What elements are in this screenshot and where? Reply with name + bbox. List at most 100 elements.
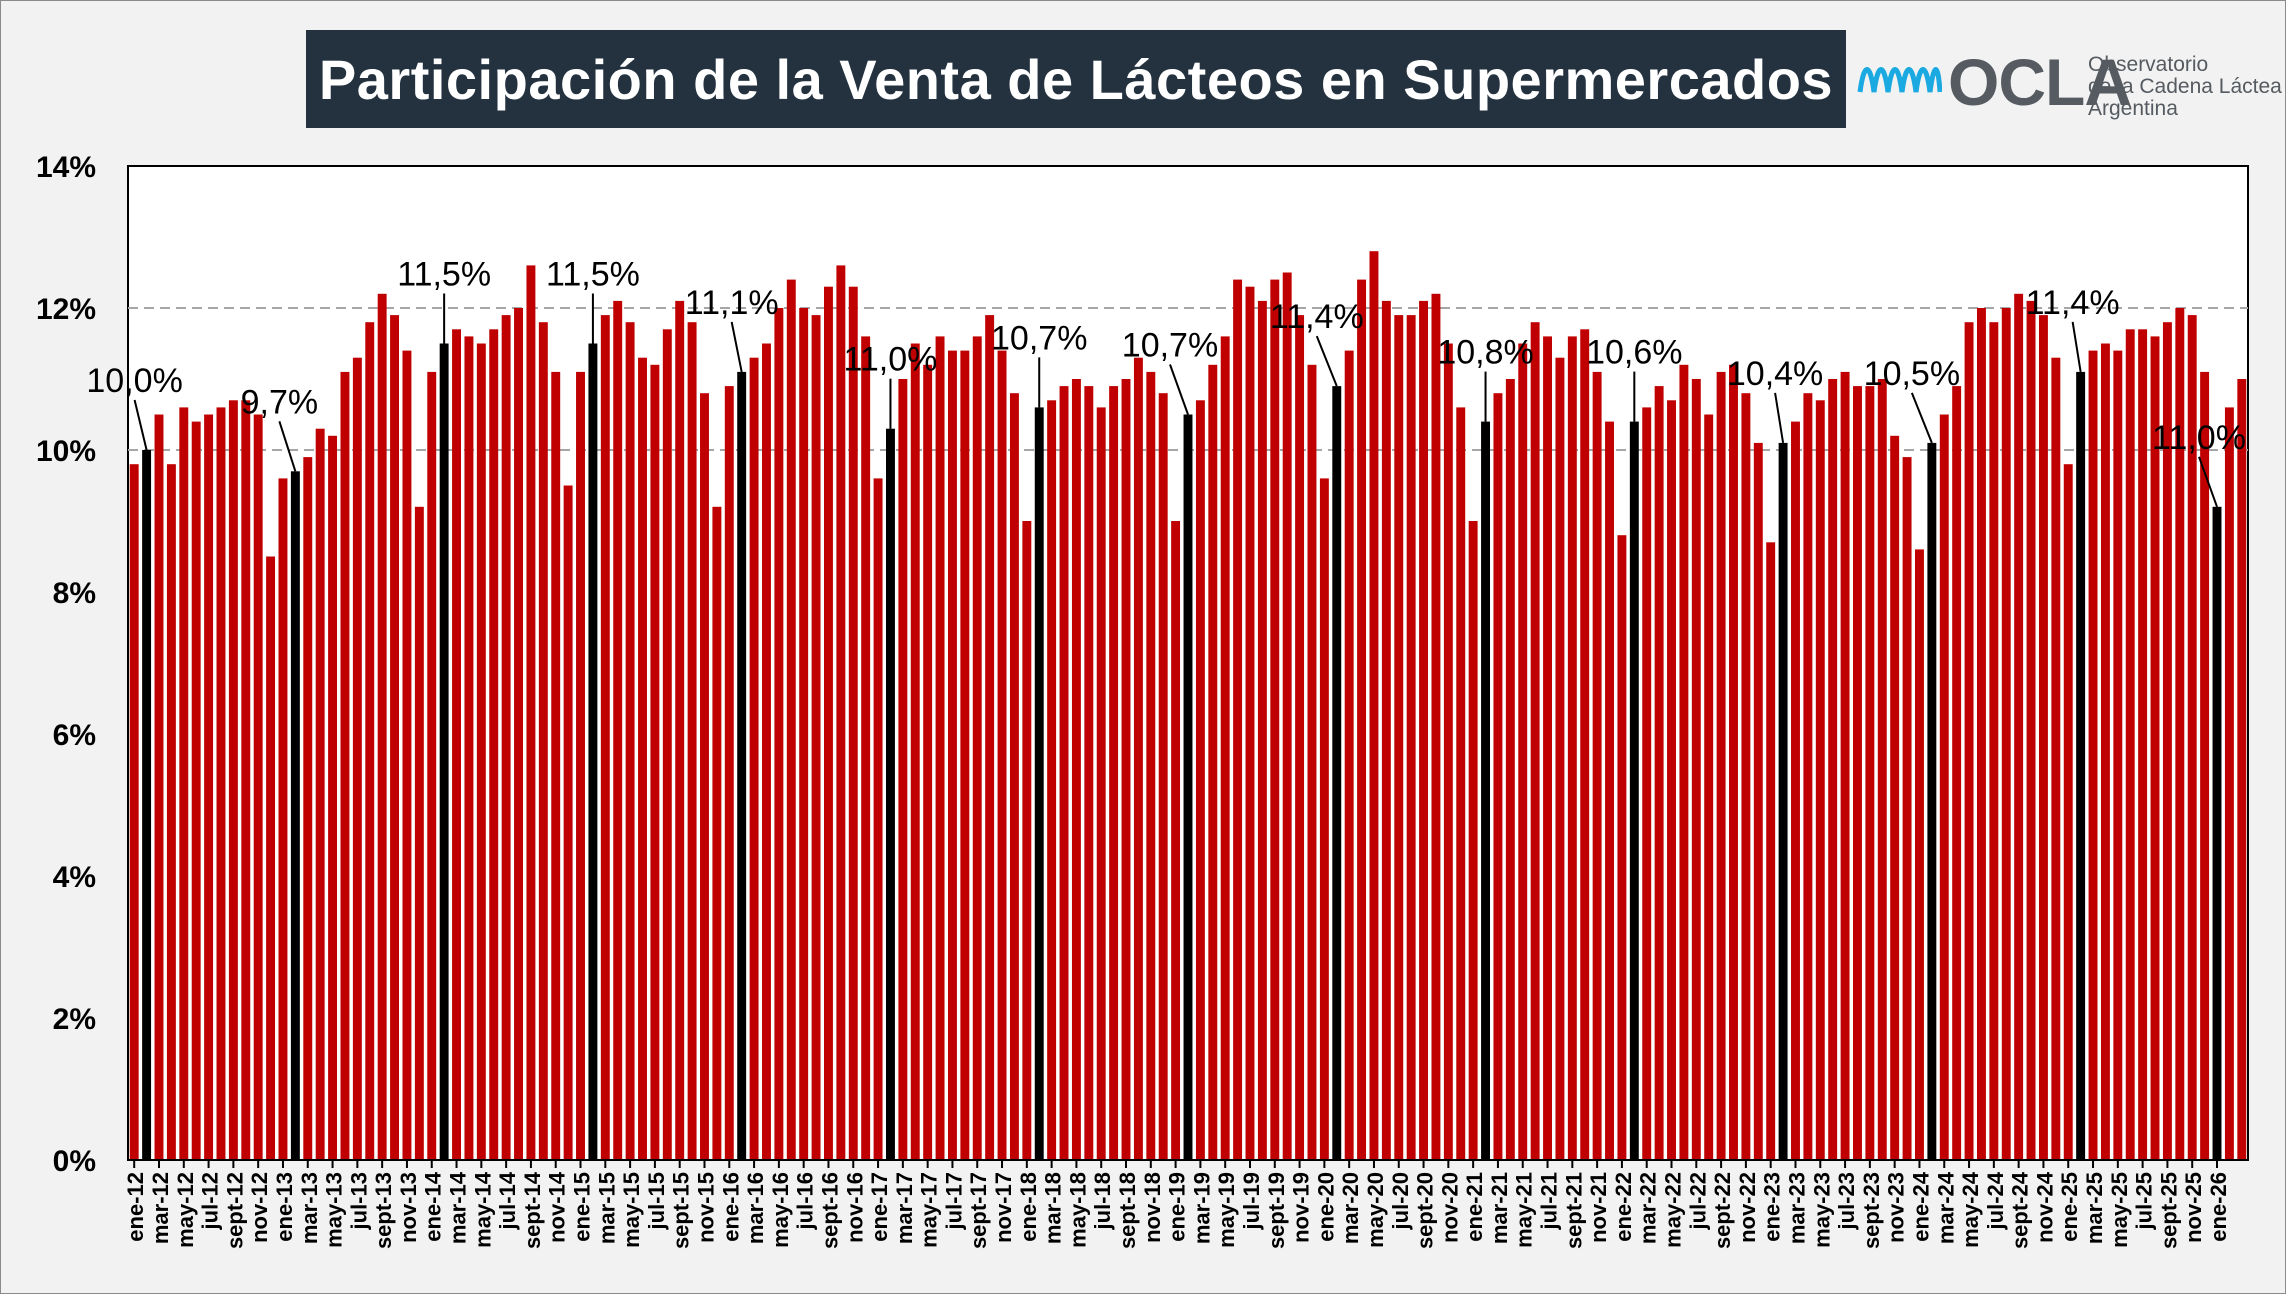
bar bbox=[1047, 400, 1057, 1160]
y-tick-label: 10% bbox=[36, 435, 96, 468]
x-tick-label: sept-19 bbox=[1264, 1172, 1289, 1249]
bar bbox=[1976, 308, 1986, 1160]
bar bbox=[365, 322, 375, 1160]
bar bbox=[638, 357, 647, 1160]
x-tick-label: mar-20 bbox=[1338, 1172, 1363, 1244]
bar bbox=[2150, 336, 2160, 1160]
bar bbox=[352, 357, 362, 1160]
bar bbox=[1468, 521, 1478, 1160]
x-tick-label: sept-14 bbox=[520, 1171, 545, 1249]
y-tick-label: 6% bbox=[53, 719, 96, 752]
bar bbox=[2026, 300, 2036, 1160]
x-tick-label: ene-21 bbox=[1462, 1172, 1487, 1242]
bar bbox=[328, 435, 338, 1160]
bar bbox=[1530, 322, 1540, 1160]
annotation-label: 9,7% bbox=[241, 383, 319, 421]
bar-highlight bbox=[1629, 421, 1639, 1161]
bar bbox=[563, 485, 573, 1160]
y-tick-label: 4% bbox=[53, 861, 96, 894]
bar bbox=[1394, 315, 1404, 1161]
annotation-label: 11,5% bbox=[546, 256, 640, 294]
bar bbox=[1195, 400, 1205, 1160]
bar bbox=[1431, 293, 1441, 1160]
bar bbox=[2063, 464, 2073, 1160]
bar bbox=[2162, 322, 2172, 1160]
x-tick-label: nov-13 bbox=[396, 1172, 421, 1243]
bar bbox=[2200, 371, 2210, 1160]
bar bbox=[1121, 379, 1131, 1160]
bar bbox=[1729, 364, 1738, 1160]
bar bbox=[910, 343, 920, 1160]
annotation-leader bbox=[2071, 321, 2082, 373]
x-tick-label: sept-12 bbox=[222, 1172, 247, 1249]
bar bbox=[613, 300, 623, 1160]
bar bbox=[303, 457, 313, 1161]
x-tick-label: may-17 bbox=[917, 1172, 942, 1248]
annotation-label: 11,0% bbox=[2152, 419, 2246, 457]
bar bbox=[1084, 386, 1094, 1161]
bar-highlight bbox=[885, 428, 895, 1160]
x-tick-label: ene-14 bbox=[421, 1171, 446, 1241]
logo-line-1: Observatorio bbox=[2088, 53, 2209, 76]
bar bbox=[1704, 414, 1714, 1160]
bar bbox=[1406, 315, 1416, 1161]
bar bbox=[2100, 343, 2110, 1160]
bar bbox=[1543, 336, 1552, 1160]
bar bbox=[1952, 386, 1962, 1161]
x-tick-label: may-14 bbox=[470, 1171, 495, 1248]
bar bbox=[2001, 308, 2011, 1160]
bar bbox=[2088, 350, 2098, 1161]
bar bbox=[1679, 364, 1689, 1160]
x-tick-label: jul-23 bbox=[1834, 1172, 1859, 1230]
bar-highlight bbox=[439, 343, 449, 1160]
x-tick-label: may-13 bbox=[322, 1172, 347, 1248]
bar bbox=[947, 350, 957, 1161]
x-tick-label: nov-17 bbox=[991, 1172, 1016, 1243]
x-tick-label: nov-21 bbox=[1586, 1172, 1611, 1243]
bar bbox=[204, 414, 214, 1160]
bar bbox=[1642, 407, 1652, 1160]
bar bbox=[129, 464, 139, 1160]
bar bbox=[1877, 379, 1887, 1160]
x-tick-label: nov-14 bbox=[545, 1171, 570, 1243]
bar bbox=[1133, 357, 1143, 1160]
x-tick-label: sept-13 bbox=[371, 1172, 396, 1249]
bar bbox=[873, 478, 883, 1160]
bar bbox=[848, 286, 858, 1160]
bar bbox=[1853, 386, 1862, 1161]
bar bbox=[1753, 442, 1763, 1160]
bar bbox=[1654, 386, 1664, 1161]
bar bbox=[452, 329, 462, 1160]
bar-highlight bbox=[2212, 506, 2222, 1160]
bar bbox=[1257, 300, 1267, 1160]
annotation-label: 11,0% bbox=[844, 341, 938, 379]
y-tick-label: 0% bbox=[53, 1145, 96, 1178]
bar bbox=[1716, 371, 1726, 1160]
x-tick-label: may-22 bbox=[1661, 1172, 1686, 1248]
annotation-label: 10,7% bbox=[991, 319, 1087, 357]
bar bbox=[762, 343, 771, 1160]
bar bbox=[489, 329, 499, 1160]
bar bbox=[1022, 521, 1032, 1160]
bar bbox=[1146, 371, 1156, 1160]
bar bbox=[824, 286, 833, 1160]
bar bbox=[538, 322, 548, 1160]
x-tick-label: sept-20 bbox=[1413, 1172, 1438, 1249]
bar bbox=[1803, 393, 1813, 1160]
x-tick-label: nov-18 bbox=[1140, 1172, 1165, 1243]
bar bbox=[1791, 421, 1800, 1161]
bar bbox=[1890, 435, 1900, 1160]
bar bbox=[2113, 350, 2123, 1161]
bar-highlight bbox=[737, 371, 747, 1160]
x-tick-label: ene-17 bbox=[867, 1172, 892, 1242]
bar bbox=[216, 407, 226, 1160]
bar bbox=[923, 364, 933, 1160]
bar bbox=[1964, 322, 1974, 1160]
bar bbox=[1282, 272, 1292, 1160]
x-tick-label: jul-15 bbox=[644, 1172, 669, 1230]
annotation-label: 10,8% bbox=[1437, 334, 1533, 372]
bar bbox=[799, 308, 809, 1160]
bar bbox=[179, 407, 189, 1160]
bar bbox=[2237, 379, 2247, 1160]
bar bbox=[724, 386, 734, 1161]
